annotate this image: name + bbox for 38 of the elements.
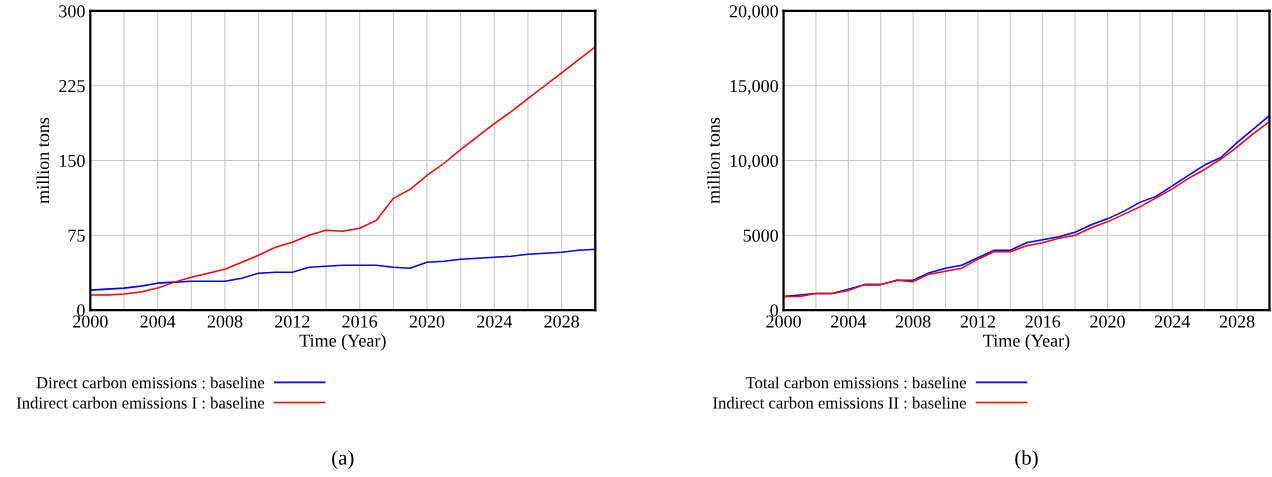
- x-tick-label: 2020: [1090, 315, 1125, 328]
- x-tick-label: 2004: [831, 315, 867, 328]
- y-tick-label: 15,000: [730, 80, 778, 95]
- y-tick-label: 10,000: [730, 154, 778, 170]
- x-tick-label: 2000: [73, 315, 108, 328]
- x-axis-title: Time (Year): [983, 334, 1070, 351]
- legend-label: Indirect carbon emissions II : baseline: [713, 396, 966, 409]
- y-tick-label: 300: [59, 5, 85, 18]
- x-tick-label: 2004: [140, 315, 176, 328]
- x-tick-label: 2028: [544, 315, 579, 328]
- legend-label: Total carbon emissions : baseline: [745, 376, 966, 389]
- x-tick-label: 2020: [409, 315, 445, 328]
- text: (a): [332, 450, 354, 470]
- y-axis-title: million tons: [707, 117, 720, 204]
- y-axis-title: million tons: [36, 117, 50, 204]
- y-tick-label: 5000: [743, 229, 778, 242]
- legend-label: Direct carbon emissions : baseline: [36, 376, 265, 389]
- x-tick-label: 2008: [207, 315, 243, 328]
- y-tick-label: 150: [59, 154, 85, 167]
- y-tick-label: 225: [59, 80, 85, 93]
- line-series: [90, 248, 596, 291]
- legend-label: Indirect carbon emissions I : baseline: [16, 396, 265, 409]
- y-tick-label: 0: [770, 304, 778, 317]
- x-tick-label: 2024: [477, 315, 513, 328]
- x-tick-label: 2012: [960, 315, 995, 328]
- x-tick-label: 2008: [895, 315, 931, 328]
- y-tick-label: 75: [68, 229, 85, 242]
- x-tick-label: 2016: [1025, 315, 1061, 328]
- x-tick-label: 2024: [1155, 315, 1191, 328]
- x-tick-label: 2028: [1219, 315, 1255, 328]
- line-series: [90, 46, 596, 296]
- x-axis-title: Time (Year): [299, 334, 386, 351]
- x-tick-label: 2016: [342, 315, 378, 328]
- x-tick-label: 2012: [275, 315, 310, 328]
- text: (b): [1015, 450, 1038, 470]
- y-tick-label: 0: [77, 304, 85, 317]
- y-tick-label: 20,000: [729, 5, 778, 21]
- x-tick-label: 2000: [766, 315, 801, 328]
